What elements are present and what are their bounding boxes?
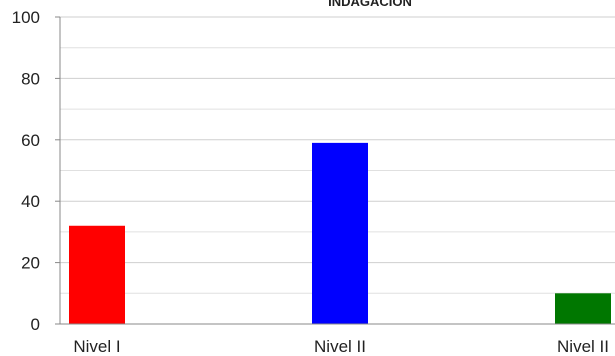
y-tick-label: 80 (21, 69, 40, 88)
x-category-label: Nivel II (557, 337, 609, 356)
x-category-label: Nivel II (314, 337, 366, 356)
y-axis-ticks: 0 20 40 60 80 100 (12, 8, 60, 334)
y-tick-label: 100 (12, 8, 40, 27)
bars (69, 142, 611, 324)
bar-2 (312, 142, 368, 324)
y-tick-label: 0 (31, 315, 40, 334)
x-axis-labels: Nivel I Nivel II Nivel II (73, 337, 609, 356)
y-tick-label: 40 (21, 192, 40, 211)
bar-1 (69, 225, 125, 324)
bar-3 (555, 293, 611, 324)
chart-title: INDAGACIÓN (328, 0, 412, 9)
y-tick-label: 20 (21, 254, 40, 273)
y-tick-label: 60 (21, 131, 40, 150)
x-category-label: Nivel I (73, 337, 120, 356)
